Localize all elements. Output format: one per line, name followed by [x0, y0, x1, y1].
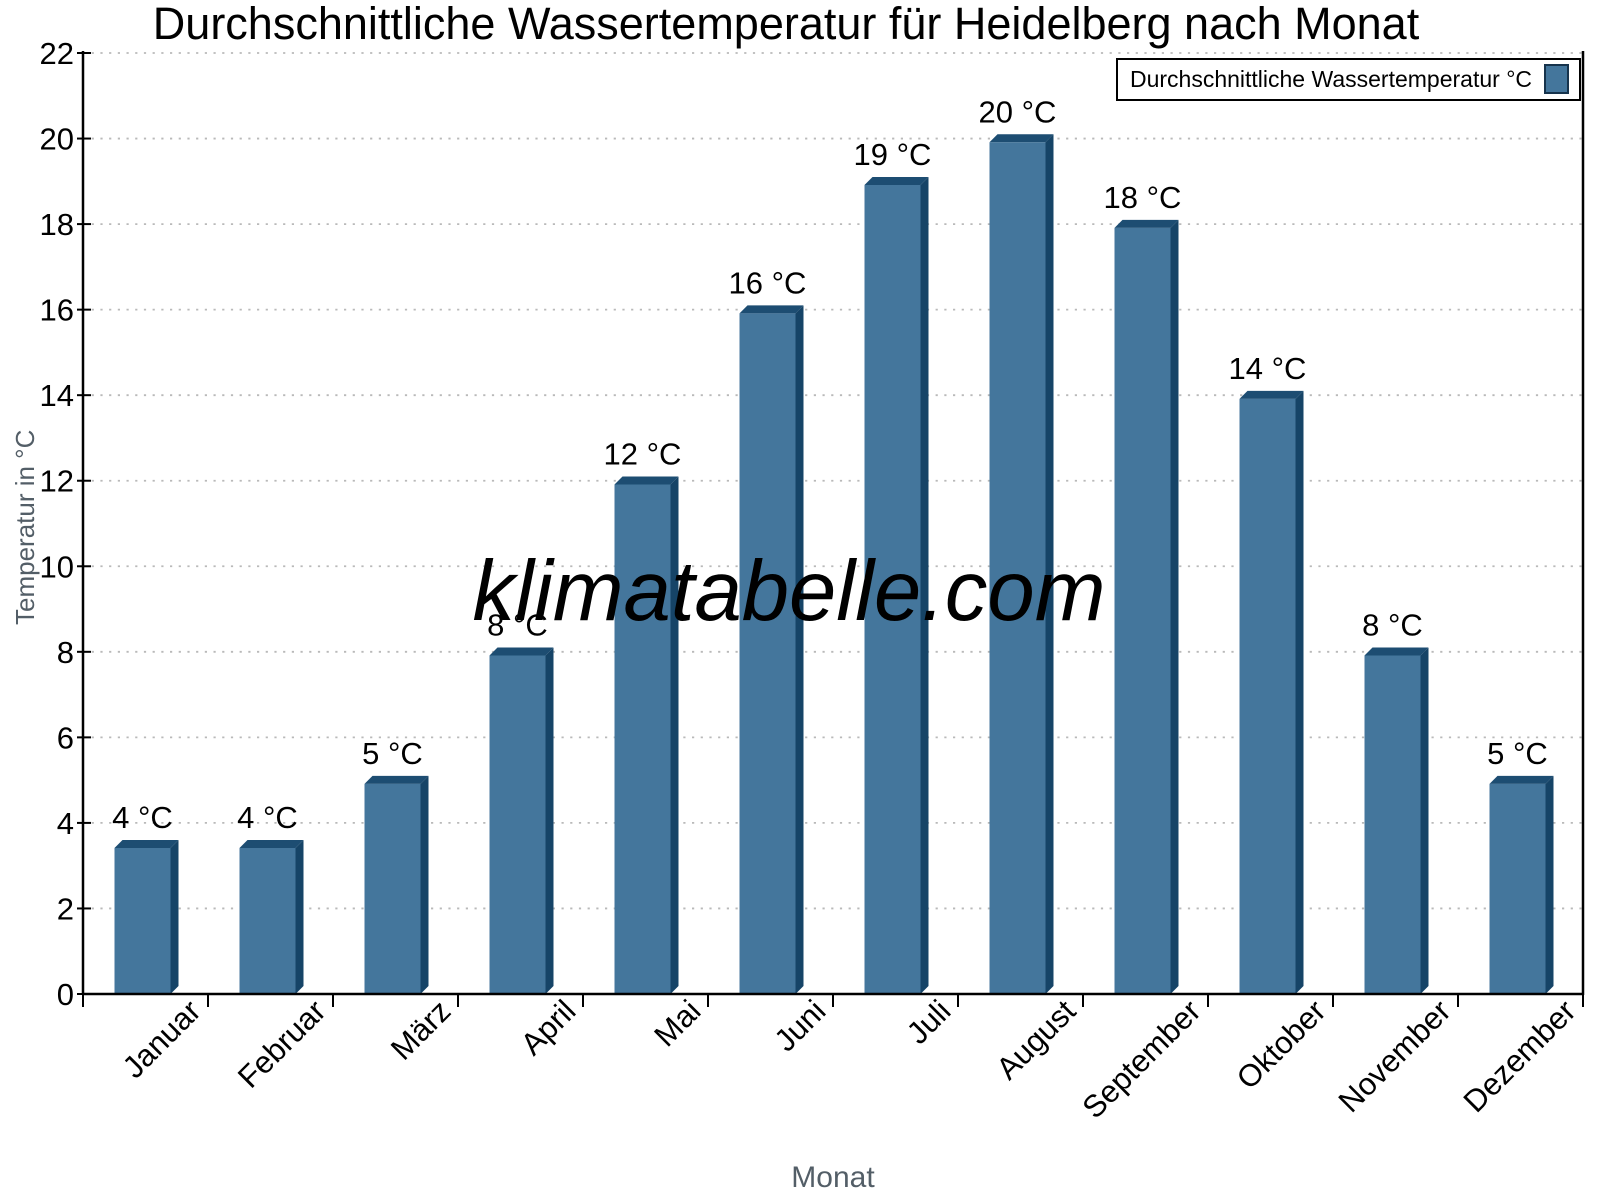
bar-front-face: [114, 848, 171, 994]
bar-side-face: [295, 840, 304, 994]
bar[interactable]: [489, 647, 554, 994]
bar[interactable]: [114, 840, 179, 994]
bar[interactable]: [989, 134, 1054, 994]
bar-top-face: [1364, 647, 1429, 656]
bar-front-face: [864, 185, 921, 995]
x-axis-title: Monat: [791, 1161, 875, 1194]
y-tick-label: 4: [57, 806, 74, 841]
x-tick-label: März: [384, 993, 457, 1066]
bar-value-label: 18 °C: [1104, 180, 1182, 215]
y-tick-label: 20: [40, 122, 74, 157]
bar-side-face: [1170, 219, 1179, 995]
bar-value-label: 4 °C: [237, 800, 298, 835]
x-tick-label: September: [1075, 993, 1207, 1125]
bar-value-label: 8 °C: [1362, 608, 1423, 643]
bar-front-face: [739, 313, 796, 994]
bar-value-label: 5 °C: [362, 736, 423, 771]
bar[interactable]: [864, 177, 929, 995]
bar[interactable]: [239, 840, 304, 994]
bar-front-face: [1364, 655, 1421, 994]
bar-side-face: [1295, 390, 1304, 994]
bar-front-face: [364, 783, 421, 994]
x-tick-label: Februar: [231, 993, 333, 1095]
bar-side-face: [795, 305, 804, 994]
bar-value-label: 20 °C: [979, 94, 1057, 129]
x-tick-label: Juli: [900, 993, 958, 1051]
y-tick-label: 2: [57, 891, 74, 926]
bar[interactable]: [1239, 390, 1304, 994]
legend-label: Durchschnittliche Wassertemperatur °C: [1129, 65, 1532, 92]
bar-top-face: [864, 177, 929, 186]
chart-title: Durchschnittliche Wassertemperatur für H…: [152, 0, 1420, 49]
bar-top-face: [1239, 390, 1304, 399]
y-tick-label: 22: [40, 36, 74, 71]
bar-side-face: [920, 177, 929, 995]
bar-side-face: [1420, 647, 1429, 994]
bar-top-face: [239, 840, 304, 849]
bar-side-face: [420, 775, 429, 994]
bar-front-face: [1239, 398, 1296, 994]
legend-swatch: [1544, 64, 1569, 94]
x-tick-label: Dezember: [1457, 993, 1583, 1119]
y-tick-label: 14: [40, 378, 74, 413]
bar-top-face: [989, 134, 1054, 143]
bar[interactable]: [739, 305, 804, 994]
y-tick-label: 6: [57, 720, 74, 755]
legend: Durchschnittliche Wassertemperatur °C: [1115, 58, 1581, 101]
bar-side-face: [545, 647, 554, 994]
bar[interactable]: [614, 476, 679, 994]
bar-value-label: 12 °C: [604, 436, 682, 471]
y-tick-label: 0: [57, 977, 74, 1012]
bar[interactable]: [364, 775, 429, 994]
bar-top-face: [364, 775, 429, 784]
bar-top-face: [114, 840, 179, 849]
watermark-text: klimatabelle.com: [472, 544, 1105, 639]
bar-top-face: [739, 305, 804, 314]
bar-side-face: [170, 840, 179, 994]
bar-top-face: [489, 647, 554, 656]
bar-value-label: 19 °C: [854, 137, 932, 172]
x-tick-label: November: [1332, 993, 1458, 1119]
x-tick-label: Juni: [767, 993, 832, 1058]
y-tick-label: 16: [40, 293, 74, 328]
x-tick-label: Januar: [116, 993, 208, 1085]
x-tick-label: August: [989, 993, 1082, 1086]
bar-value-label: 4 °C: [112, 800, 173, 835]
bar[interactable]: [1114, 219, 1179, 995]
bar-value-label: 16 °C: [729, 265, 807, 300]
bar[interactable]: [1489, 775, 1554, 994]
bar-front-face: [1489, 783, 1546, 994]
bar-front-face: [239, 848, 296, 994]
x-tick-label: Mai: [647, 993, 707, 1053]
bar-value-label: 5 °C: [1487, 736, 1548, 771]
bar-top-face: [1114, 219, 1179, 228]
y-tick-label: 18: [40, 207, 74, 242]
bar-front-face: [614, 484, 671, 994]
bar-side-face: [1545, 775, 1554, 994]
bar-top-face: [614, 476, 679, 485]
bar-top-face: [1489, 775, 1554, 784]
bar-value-label: 14 °C: [1229, 351, 1307, 386]
bar-side-face: [1045, 134, 1054, 994]
bar-value-label: 8 °C: [487, 608, 548, 643]
bar[interactable]: [1364, 647, 1429, 994]
y-tick-label: 10: [40, 549, 74, 584]
x-tick-label: April: [514, 993, 583, 1062]
bar-front-face: [989, 142, 1046, 994]
bar-front-face: [1114, 227, 1171, 995]
bar-side-face: [670, 476, 679, 994]
bar-front-face: [489, 655, 546, 994]
x-tick-label: Oktober: [1230, 993, 1333, 1096]
y-tick-label: 8: [57, 635, 74, 670]
y-tick-label: 12: [40, 464, 74, 499]
